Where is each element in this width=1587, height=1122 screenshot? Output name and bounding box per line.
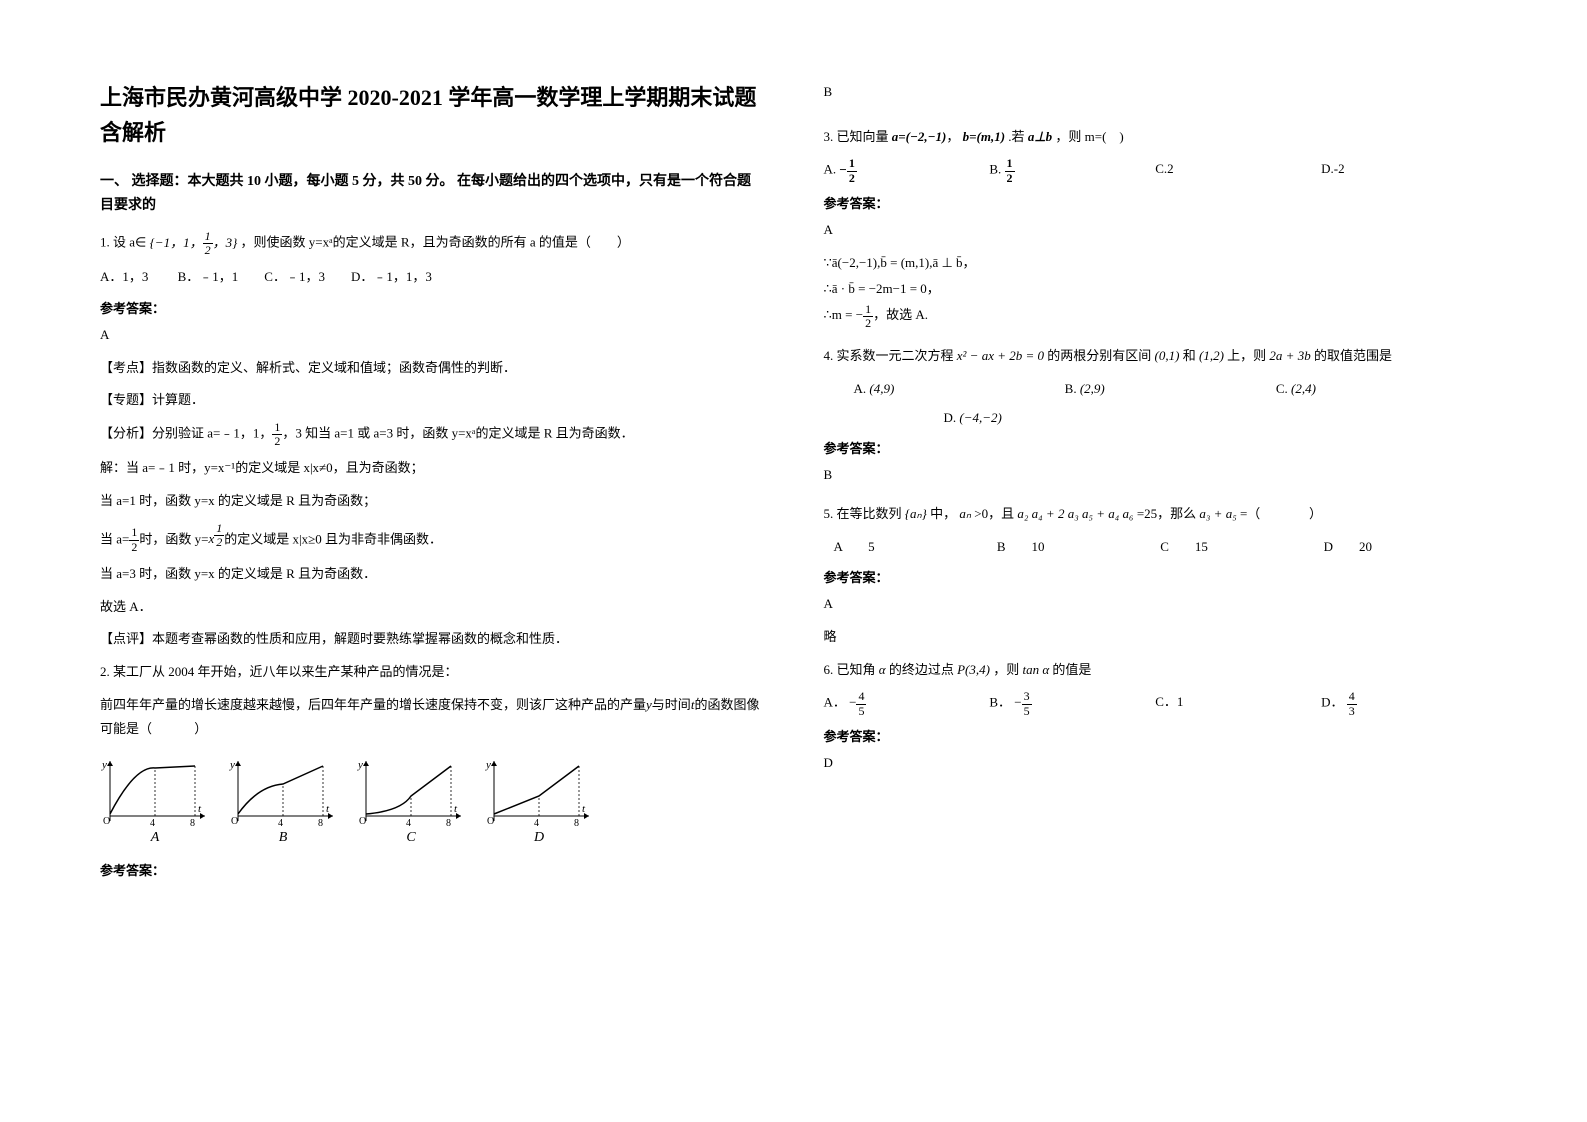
q5-opt-d: D 20 <box>1324 535 1487 560</box>
q3-vec-a: a=(−2,−1) <box>892 129 947 144</box>
svg-text:O: O <box>359 816 366 826</box>
q3-opt-c: C.2 <box>1155 157 1321 184</box>
svg-text:4: 4 <box>150 818 155 826</box>
svg-text:t: t <box>198 803 202 815</box>
q4-opt-d: D. (−4,−2) <box>824 406 1488 431</box>
q1-text-c: ，则使函数 y=xᵃ的定义域是 R，且为奇函数的所有 a 的值是（ ） <box>241 235 630 250</box>
q5-options: A 5 B 10 C 15 D 20 <box>824 535 1488 560</box>
q2-answer-label: 参考答案： <box>100 860 764 879</box>
svg-text:4: 4 <box>278 818 283 826</box>
q3-perp: a⊥b <box>1028 129 1052 144</box>
q1-answer-label: 参考答案： <box>100 298 764 317</box>
q2-stem1: 2. 某工厂从 2004 年开始，近八年以来生产某种产品的情况是： <box>100 660 764 685</box>
chart-a: y t O 4 8 A <box>100 756 210 846</box>
q4-answer-label: 参考答案： <box>824 438 1488 457</box>
q1-comment: 【点评】本题考查幂函数的性质和应用，解题时要熟练掌握幂函数的概念和性质． <box>100 627 764 652</box>
svg-text:O: O <box>231 816 238 826</box>
q3-answer-letter: A <box>824 218 1488 243</box>
section-header: 一、 选择题：本大题共 10 小题，每小题 5 分，共 50 分。 在每小题给出… <box>100 170 764 218</box>
q1-set: {−1，1，12，3} <box>150 235 241 250</box>
q2-stem2: 前四年年产量的增长速度越来越慢，后四年年产量的增长速度保持不变，则该厂这种产品的… <box>100 693 764 742</box>
q5-omit: 略 <box>824 625 1488 650</box>
chart-c-label: C <box>406 830 415 846</box>
q3-line1: ∵ā(−2,−1),b̄ = (m,1),ā ⊥ b̄， <box>824 250 1488 276</box>
chart-a-svg: y t O 4 8 <box>100 756 210 826</box>
svg-text:8: 8 <box>446 818 451 826</box>
q3-opt-a: A. −12 <box>824 157 990 184</box>
q1-sol1: 解：当 a=﹣1 时，y=x⁻¹的定义域是 x|x≠0，且为奇函数； <box>100 456 764 481</box>
q3-line3: ∴m = −12，故选 A. <box>824 302 1488 330</box>
q4-eq: x² − ax + 2b = 0 <box>957 348 1044 363</box>
chart-d-label: D <box>534 830 544 846</box>
svg-text:y: y <box>485 759 491 771</box>
q6-opt-b: B． −35 <box>989 690 1155 717</box>
q4-opt-c: C. (2,4) <box>1276 377 1487 402</box>
q1-answer-letter: A <box>100 323 764 348</box>
q6-stem: 6. 已知角 α 的终边过点 P(3,4) ，则 tan α 的值是 <box>824 658 1488 683</box>
svg-text:t: t <box>454 803 458 815</box>
q6-answer-letter: D <box>824 751 1488 776</box>
svg-text:8: 8 <box>574 818 579 826</box>
exam-title: 上海市民办黄河高级中学 2020-2021 学年高一数学理上学期期末试题含解析 <box>100 80 764 150</box>
q1-sol4: 当 a=3 时，函数 y=x 的定义域是 R 且为奇函数． <box>100 562 764 587</box>
q6-opt-d: D． 43 <box>1321 690 1487 717</box>
q6-options: A． −45 B． −35 C．1 D． 43 <box>824 690 1488 717</box>
chart-b: y t O 4 8 B <box>228 756 338 846</box>
q4-options-row1: A. (4,9) B. (2,9) C. (2,4) <box>824 377 1488 402</box>
svg-text:O: O <box>487 816 494 826</box>
svg-text:y: y <box>229 759 235 771</box>
chart-c: y t O 4 8 C <box>356 756 466 846</box>
chart-b-svg: y t O 4 8 <box>228 756 338 826</box>
q4-options-row2: D. (−4,−2) <box>824 406 1488 431</box>
q6-answer-label: 参考答案： <box>824 726 1488 745</box>
q4-stem: 4. 实系数一元二次方程 x² − ax + 2b = 0 的两根分别有区间 (… <box>824 344 1488 369</box>
q5-stem: 5. 在等比数列 {aₙ} 中， aₙ >0，且 a₂ a₄ + 2 a₃ a₅… <box>824 502 1488 527</box>
q3-opt-b: B. 12 <box>989 157 1155 184</box>
q4-opt-b: B. (2,9) <box>1065 377 1276 402</box>
chart-b-label: B <box>279 830 288 846</box>
svg-text:y: y <box>357 759 363 771</box>
q3-line2: ∴ā · b̄ = −2m−1 = 0， <box>824 276 1488 302</box>
q4-opt-a: A. (4,9) <box>824 377 1065 402</box>
q1-analysis1: 【考点】指数函数的定义、解析式、定义域和值域；函数奇偶性的判断． <box>100 356 764 381</box>
q5-answer-label: 参考答案： <box>824 567 1488 586</box>
q5-answer-letter: A <box>824 592 1488 617</box>
q5-opt-a: A 5 <box>824 535 997 560</box>
q3-answer-label: 参考答案： <box>824 193 1488 212</box>
chart-c-svg: y t O 4 8 <box>356 756 466 826</box>
q4-answer-letter: B <box>824 463 1488 488</box>
q3-opt-d: D.-2 <box>1321 157 1487 184</box>
q1-options: A．1，3 B．﹣1，1 C．﹣1，3 D．﹣1，1，3 <box>100 265 764 290</box>
q3-vec-b: b=(m,1) <box>963 129 1005 144</box>
q1-sol5: 故选 A． <box>100 595 764 620</box>
q1-sol3: 当 a=12时，函数 y=x12的定义域是 x|x≥0 且为非奇非偶函数． <box>100 522 764 554</box>
q1-sol2: 当 a=1 时，函数 y=x 的定义域是 R 且为奇函数； <box>100 489 764 514</box>
chart-a-label: A <box>151 830 160 846</box>
svg-text:4: 4 <box>534 818 539 826</box>
q1-analysis2: 【专题】计算题． <box>100 388 764 413</box>
svg-text:8: 8 <box>190 818 195 826</box>
svg-text:4: 4 <box>406 818 411 826</box>
right-column: B 3. 已知向量 a=(−2,−1)， b=(m,1) .若 a⊥b ，则 m… <box>824 80 1488 885</box>
q6-opt-a: A． −45 <box>824 690 990 717</box>
q2-answer-letter: B <box>824 80 1488 105</box>
q5-opt-c: C 15 <box>1160 535 1323 560</box>
svg-text:t: t <box>326 803 330 815</box>
q1-stem: 1. 设 a∈ {−1，1，12，3} ，则使函数 y=xᵃ的定义域是 R，且为… <box>100 230 764 257</box>
svg-text:y: y <box>101 759 107 771</box>
chart-d-svg: y t O 4 8 <box>484 756 594 826</box>
svg-text:8: 8 <box>318 818 323 826</box>
q1-text-a: 1. 设 a∈ <box>100 235 146 250</box>
chart-d: y t O 4 8 D <box>484 756 594 846</box>
q3-options: A. −12 B. 12 C.2 D.-2 <box>824 157 1488 184</box>
svg-text:O: O <box>103 816 110 826</box>
q5-opt-b: B 10 <box>997 535 1160 560</box>
q1-analysis3: 【分析】分别验证 a=﹣1，1，12，3 知当 a=1 或 a=3 时，函数 y… <box>100 421 764 448</box>
svg-text:t: t <box>582 803 586 815</box>
q6-opt-c: C．1 <box>1155 690 1321 717</box>
left-column: 上海市民办黄河高级中学 2020-2021 学年高一数学理上学期期末试题含解析 … <box>100 80 764 885</box>
q2-charts: y t O 4 8 A y t <box>100 756 764 846</box>
q3-stem: 3. 已知向量 a=(−2,−1)， b=(m,1) .若 a⊥b ，则 m=(… <box>824 125 1488 150</box>
